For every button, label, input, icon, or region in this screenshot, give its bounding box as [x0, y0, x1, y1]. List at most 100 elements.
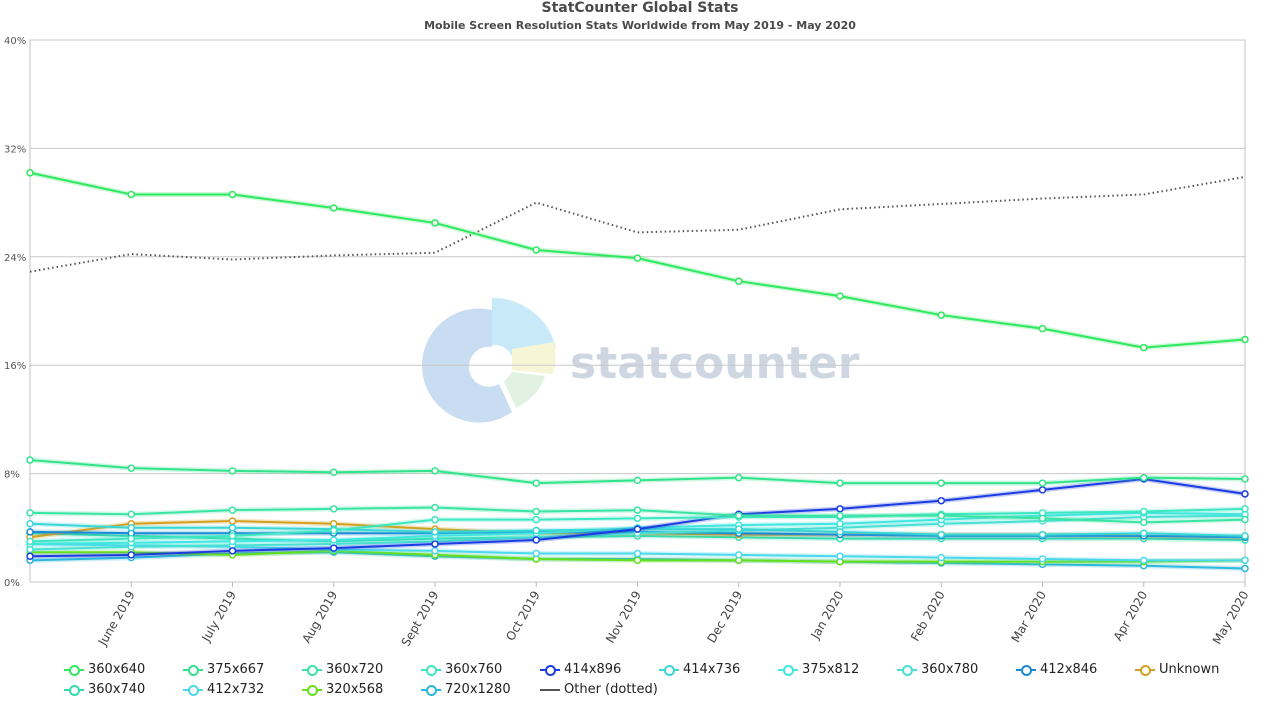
data-point: [127, 524, 135, 532]
data-point: [26, 528, 34, 536]
legend-marker-icon: [421, 684, 441, 696]
x-tick-label: Sept 2019: [399, 589, 442, 649]
legend-marker-icon: [183, 664, 203, 676]
data-point: [431, 219, 439, 227]
legend-item[interactable]: 720x1280: [421, 682, 511, 697]
legend-item[interactable]: 375x667: [183, 662, 264, 677]
legend-label: 414x736: [683, 662, 741, 677]
legend-item[interactable]: 360x740: [64, 682, 145, 697]
data-point: [1241, 505, 1249, 513]
data-point: [228, 506, 237, 514]
data-point: [532, 246, 540, 254]
data-point: [937, 553, 945, 562]
x-tick-label: Oct 2019: [503, 589, 543, 644]
data-point: [937, 479, 945, 487]
legend-item[interactable]: 414x736: [659, 662, 740, 677]
data-point: [735, 511, 743, 520]
legend-item[interactable]: 360x640: [64, 662, 145, 677]
legend-item[interactable]: 412x846: [1016, 662, 1097, 677]
legend-label: 414x896: [564, 662, 622, 677]
series-360x640: [26, 169, 1249, 352]
y-tick-label: 24%: [4, 253, 26, 264]
x-axis: June 2019 July 2019 Aug 2019 Sept 2019 Oct 2…: [95, 582, 1252, 649]
legend-label: 360x760: [445, 662, 503, 677]
data-point: [1140, 343, 1148, 352]
legend-label: Other (dotted): [564, 682, 658, 697]
data-point: [532, 549, 540, 558]
legend-item[interactable]: 360x760: [421, 662, 502, 677]
data-point: [633, 476, 642, 485]
series-360x760: [26, 505, 1249, 546]
plot-frame: [29, 39, 1246, 583]
data-point: [26, 537, 34, 546]
data-point: [330, 468, 338, 476]
y-axis: 0% 8% 16% 24% 32% 40%: [4, 36, 26, 589]
data-point: [127, 510, 135, 518]
data-point: [1140, 529, 1148, 537]
data-point: [1038, 324, 1047, 333]
data-point: [532, 479, 540, 487]
data-point: [735, 277, 743, 285]
data-point: [330, 526, 338, 535]
legend-item[interactable]: 320x568: [302, 682, 383, 697]
data-point: [1038, 555, 1047, 563]
x-tick-label: Aug 2019: [299, 589, 340, 646]
legend-marker-icon: [897, 664, 917, 676]
series-375x667: [26, 456, 1249, 487]
data-point: [127, 551, 135, 559]
legend-label: 360x780: [921, 662, 979, 677]
data-point: [532, 526, 540, 535]
legend-label: 375x812: [802, 662, 860, 677]
data-point: [633, 549, 642, 558]
legend-item[interactable]: 414x896: [540, 662, 621, 677]
data-point: [127, 464, 135, 472]
data-point: [26, 509, 34, 517]
data-point: [1241, 556, 1249, 565]
data-point: [937, 311, 945, 319]
legend-label: 412x732: [207, 682, 265, 697]
data-point: [26, 169, 34, 177]
legend-item[interactable]: Other (dotted): [540, 682, 658, 697]
legend-item[interactable]: 360x720: [302, 662, 383, 677]
legend-marker-icon: [540, 664, 560, 676]
legend-marker-icon: [64, 684, 84, 696]
y-tick-label: 16%: [4, 361, 26, 372]
data-point: [836, 505, 844, 513]
data-point: [228, 547, 237, 555]
data-point: [633, 254, 642, 262]
y-tick-label: 32%: [4, 144, 26, 155]
data-point: [431, 528, 439, 536]
watermark-logo-green-segment: [504, 372, 545, 408]
plot-area: [26, 169, 1249, 573]
data-point: [532, 507, 540, 516]
data-point: [431, 503, 439, 512]
data-point: [431, 467, 439, 475]
data-point: [633, 506, 642, 514]
legend-label: Unknown: [1159, 662, 1220, 677]
watermark-text: statcounter: [570, 338, 860, 389]
legend-label: 412x846: [1040, 662, 1098, 677]
x-tick-label: June 2019: [95, 589, 138, 649]
legend-marker-icon: [540, 684, 560, 696]
legend-label: 320x568: [326, 682, 384, 697]
data-point: [330, 204, 338, 212]
legend-item[interactable]: 360x780: [897, 662, 978, 677]
data-point: [735, 551, 743, 559]
data-point: [937, 511, 945, 520]
data-point: [431, 515, 439, 524]
legend-item[interactable]: Unknown: [1135, 662, 1219, 677]
data-point: [1241, 475, 1249, 483]
data-point: [1241, 490, 1249, 498]
data-point: [836, 552, 844, 561]
data-point: [1241, 532, 1249, 540]
data-point: [836, 292, 844, 300]
data-point: [228, 524, 237, 532]
data-point: [1241, 564, 1249, 573]
data-point: [937, 530, 945, 539]
data-point: [330, 544, 338, 552]
legend-item[interactable]: 375x812: [778, 662, 859, 677]
data-point: [1140, 507, 1148, 516]
legend-marker-icon: [64, 664, 84, 676]
x-tick-label: May 2020: [1210, 589, 1252, 647]
legend-item[interactable]: 412x732: [183, 682, 264, 697]
